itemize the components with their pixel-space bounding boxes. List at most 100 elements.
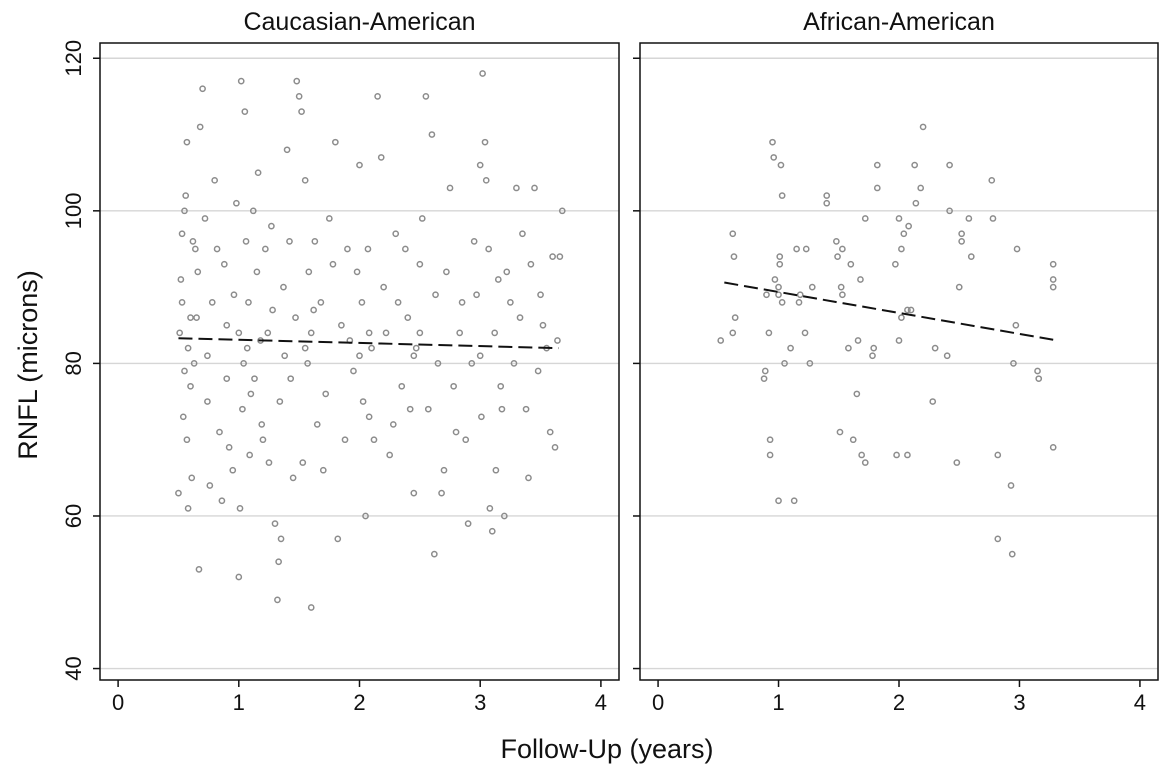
data-point (241, 108, 249, 116)
data-point (195, 566, 203, 573)
data-point (904, 306, 911, 314)
data-point (1049, 283, 1057, 291)
data-point (183, 436, 191, 444)
data-point (194, 268, 202, 276)
data-point (325, 215, 333, 222)
data-point (265, 459, 273, 466)
data-point (204, 398, 211, 405)
data-point (277, 535, 285, 543)
data-point (801, 329, 809, 337)
data-point (179, 413, 187, 421)
data-point (912, 199, 920, 207)
data-point (527, 260, 535, 268)
data-point (904, 451, 911, 459)
data-point (806, 360, 814, 367)
plot-frame (639, 42, 1159, 681)
data-point (299, 459, 307, 466)
plot-frame (99, 42, 620, 681)
data-point (181, 367, 188, 375)
data-point (406, 405, 414, 413)
data-point (410, 489, 418, 497)
data-point (199, 85, 206, 93)
y-tick-label: 100 (61, 192, 86, 229)
data-point (790, 497, 798, 505)
data-point (895, 215, 903, 222)
data-point (1034, 367, 1041, 375)
x-tick-label: 2 (893, 690, 905, 715)
data-point (175, 489, 182, 497)
data-point (1007, 482, 1015, 489)
x-tick-label: 4 (595, 690, 607, 715)
data-point (895, 337, 903, 344)
data-point (443, 268, 450, 276)
data-point (458, 299, 466, 306)
data-point (184, 344, 192, 352)
y-tick-label: 60 (61, 504, 86, 528)
data-point (534, 367, 542, 375)
x-tick-label: 3 (474, 690, 486, 715)
data-point (188, 474, 196, 482)
data-point (313, 421, 321, 428)
data-point (760, 375, 768, 383)
fit-line (178, 337, 559, 350)
data-point (410, 352, 418, 360)
data-point (1008, 550, 1016, 558)
data-point (422, 93, 430, 100)
data-point (549, 253, 556, 260)
data-point (311, 237, 319, 245)
data-point (245, 299, 252, 306)
data-point (240, 360, 247, 367)
data-point (551, 443, 559, 451)
data-point (498, 405, 506, 413)
x-tick-label: 1 (772, 690, 784, 715)
data-point (359, 398, 367, 405)
y-tick-label: 40 (61, 656, 86, 680)
x-axis-title: Follow-Up (years) (500, 734, 713, 764)
data-point (243, 344, 251, 352)
x-tick-label: 0 (652, 690, 664, 715)
x-tick-label: 0 (112, 690, 124, 715)
panel-title: African-American (803, 8, 995, 36)
data-point (386, 451, 394, 459)
panel-caucasian-american: Caucasian-American 40 60 80 100 120 0 1 2 3 4 (61, 8, 620, 715)
data-point (287, 375, 295, 383)
data-point (193, 314, 200, 321)
data-point (853, 390, 861, 398)
data-point (775, 283, 782, 291)
data-point (802, 245, 810, 253)
data-point (905, 222, 912, 230)
data-point (849, 436, 857, 444)
data-point (861, 459, 869, 466)
data-point (729, 329, 737, 337)
data-point (220, 260, 228, 268)
data-point (546, 428, 554, 436)
data-point (462, 436, 470, 444)
data-point (307, 329, 315, 337)
data-point (259, 436, 267, 444)
data-point (264, 329, 272, 337)
data-point (374, 93, 381, 100)
data-point (771, 276, 779, 283)
data-point (994, 535, 1002, 543)
data-point (761, 367, 769, 375)
data-point (900, 230, 908, 238)
data-point (833, 237, 840, 245)
data-point (770, 154, 778, 161)
x-tick-label: 3 (1013, 690, 1025, 715)
data-point (276, 398, 284, 405)
data-point (893, 451, 900, 459)
data-point (253, 268, 261, 276)
data-point (729, 230, 737, 238)
data-point (765, 329, 773, 337)
data-point (178, 299, 186, 306)
data-point (1049, 276, 1057, 283)
data-point (531, 184, 538, 192)
data-point (416, 260, 424, 268)
data-point (503, 268, 511, 276)
panel-african-american: African-American 0 1 2 3 4 (633, 8, 1159, 715)
data-point (192, 245, 199, 253)
data-point (452, 428, 460, 436)
data-point (873, 161, 881, 169)
panel-title: Caucasian-American (243, 8, 475, 36)
data-point (204, 352, 211, 360)
